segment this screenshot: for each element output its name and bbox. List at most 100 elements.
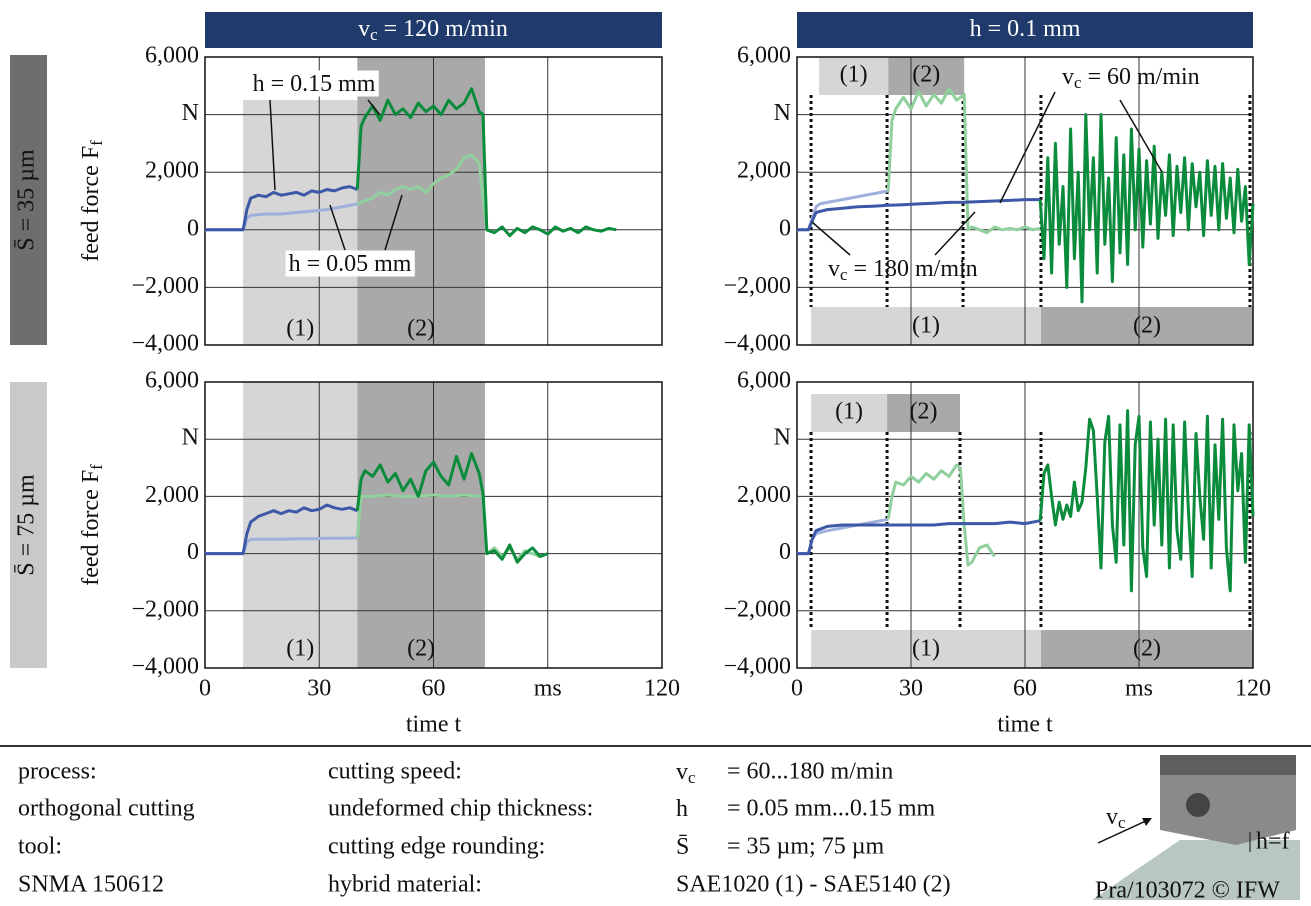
region-label: (2)	[910, 399, 938, 425]
y-tick-label: 2,000	[145, 158, 199, 184]
y-tick-label: N	[182, 100, 199, 126]
y-tick-label: N	[182, 425, 199, 451]
parameter-symbol-part: S̄	[676, 834, 689, 860]
region-label: (1)	[840, 62, 868, 88]
y-tick-label: N	[774, 425, 791, 451]
parameter-symbol-part: v	[676, 759, 688, 785]
parameter-name: undeformed chip thickness:	[328, 796, 593, 822]
region	[243, 382, 357, 668]
column-header: vc = 120 m/min	[358, 16, 508, 44]
y-tick-label: −2,000	[723, 273, 791, 299]
spec-text: orthogonal cutting	[18, 796, 195, 822]
y-axis-label-part: feed force F	[78, 146, 104, 262]
y-tick-label: 6,000	[737, 43, 791, 69]
row-label: S̄ = 75 µm	[14, 474, 40, 576]
annotation-part: c	[1074, 73, 1081, 92]
parameter-symbol: h	[676, 796, 688, 822]
y-tick-label: −2,000	[723, 596, 791, 622]
region-label: (2)	[407, 636, 435, 662]
parameter-value: = 60...180 m/min	[727, 759, 893, 785]
y-tick-label: 0	[187, 539, 199, 565]
parameter-value: SAE1020 (1) - SAE5140 (2)	[676, 872, 951, 898]
y-tick-label: −4,000	[131, 331, 199, 357]
x-tick-label: 0	[791, 676, 803, 702]
y-tick-label: 2,000	[145, 482, 199, 508]
y-tick-label: N	[774, 100, 791, 126]
region-label: (1)	[835, 399, 863, 425]
tool-vc-label-part: v	[1106, 804, 1118, 830]
y-axis-label: feed force Ff	[78, 464, 106, 586]
parameter-name: cutting speed:	[328, 759, 462, 785]
column-header-part: h = 0.1 mm	[970, 16, 1081, 42]
figure: vc = 120 m/min h = 0.1 mm S̄ = 35 µm S̄ = 7…	[0, 0, 1311, 906]
y-axis-label-part: feed force F	[78, 470, 104, 586]
annotation: h = 0.05 mm	[289, 251, 412, 277]
y-tick-label: 2,000	[737, 482, 791, 508]
region	[357, 382, 485, 668]
x-tick-label: 60	[1013, 676, 1037, 702]
y-tick-label: 6,000	[737, 368, 791, 394]
region-label: (2)	[1133, 636, 1161, 662]
annotation-part: = 180 m/min	[847, 256, 977, 282]
parameter-name: cutting edge rounding:	[328, 834, 545, 860]
spec-text: tool:	[18, 834, 62, 860]
annotation-part: v	[828, 256, 840, 282]
parameter-symbol-part: c	[688, 768, 695, 787]
spec-text: process:	[18, 759, 97, 785]
y-tick-label: −2,000	[131, 596, 199, 622]
spec-text: SNMA 150612	[18, 872, 164, 898]
y-tick-label: −4,000	[131, 654, 199, 680]
parameter-name: hybrid material:	[328, 872, 482, 898]
annotation: vc = 180 m/min	[828, 256, 978, 284]
tool-h-label: h=f	[1256, 829, 1290, 855]
page: vc = 120 m/min h = 0.1 mm S̄ = 35 µm S̄ = 7…	[0, 0, 1311, 906]
region-label: (2)	[912, 62, 940, 88]
annotation-part: h = 0.15 mm	[253, 71, 376, 97]
annotation-part: v	[1062, 64, 1074, 90]
region-label: (1)	[286, 316, 314, 342]
y-tick-label: 0	[187, 215, 199, 241]
region-label: (1)	[286, 636, 314, 662]
tool-vc-label: vc	[1106, 804, 1125, 832]
parameter-value: = 35 µm; 75 µm	[727, 834, 885, 860]
column-header-part: c	[370, 25, 377, 44]
x-tick-label: 30	[307, 676, 331, 702]
y-tick-label: 6,000	[145, 368, 199, 394]
y-tick-label: 0	[779, 215, 791, 241]
y-tick-label: −4,000	[723, 654, 791, 680]
column-header: h = 0.1 mm	[970, 16, 1081, 42]
x-axis-label: time t	[406, 712, 462, 738]
x-tick-label: ms	[1125, 676, 1153, 702]
tool-top	[1160, 755, 1296, 775]
region-label: (2)	[1133, 313, 1161, 339]
annotation-part: h = 0.05 mm	[289, 251, 412, 277]
region	[243, 100, 357, 345]
region-label: (1)	[912, 313, 940, 339]
parameter-symbol: S̄	[676, 834, 689, 860]
x-tick-label: 30	[899, 676, 923, 702]
x-axis-label: time t	[997, 712, 1053, 738]
figure-caption: Pra/103072 © IFW	[1095, 878, 1280, 904]
x-tick-label: 120	[644, 676, 680, 702]
y-tick-label: −4,000	[723, 331, 791, 357]
y-tick-label: −2,000	[131, 273, 199, 299]
x-tick-label: 120	[1235, 676, 1271, 702]
region-label: (1)	[912, 636, 940, 662]
row-label: S̄ = 35 µm	[14, 149, 40, 251]
parameter-value: = 0.05 mm...0.15 mm	[727, 796, 936, 822]
y-tick-label: 6,000	[145, 43, 199, 69]
y-axis-label-part: f	[87, 140, 106, 146]
parameter-symbol: vc	[676, 759, 695, 787]
y-tick-label: 2,000	[737, 158, 791, 184]
y-axis-label-part: f	[87, 464, 106, 470]
y-axis-label: feed force Ff	[78, 140, 106, 262]
x-tick-label: 60	[422, 676, 446, 702]
x-tick-label: ms	[534, 676, 562, 702]
annotation-part: = 60 m/min	[1081, 64, 1199, 90]
region-label: (2)	[407, 316, 435, 342]
tool-hole	[1186, 793, 1210, 817]
tool-vc-label-part: c	[1118, 813, 1125, 832]
parameter-symbol-part: h	[676, 796, 688, 822]
x-tick-label: 0	[199, 676, 211, 702]
annotation: vc = 60 m/min	[1062, 64, 1200, 92]
